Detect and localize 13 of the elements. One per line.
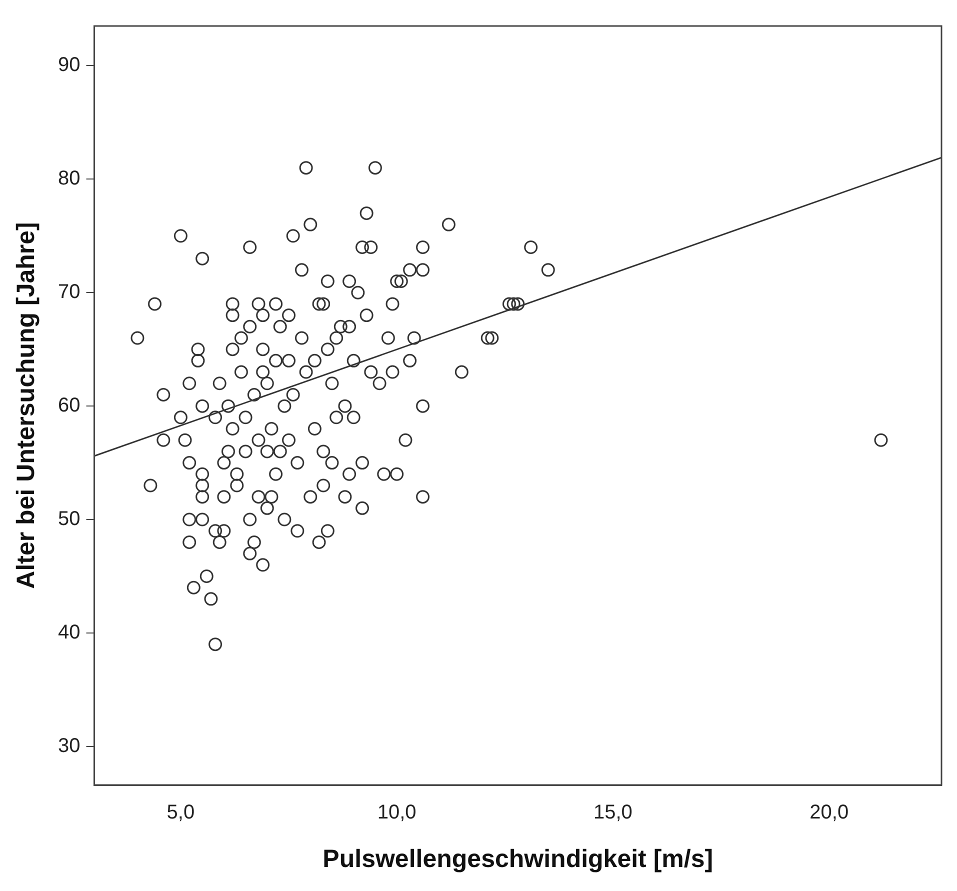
y-tick-label: 70 <box>58 281 80 304</box>
y-tick-label: 40 <box>58 621 80 644</box>
x-tick-label: 20,0 <box>810 802 849 824</box>
y-tick-label: 60 <box>58 394 80 417</box>
y-tick-label: 30 <box>58 734 80 757</box>
x-tick-label: 5,0 <box>166 802 195 824</box>
x-axis-title: Pulswellengeschwindigkeit [m/s] <box>322 844 714 873</box>
y-axis-title: Alter bei Untersuchung [Jahre] <box>12 222 40 589</box>
y-tick-label: 50 <box>58 508 80 530</box>
y-tick-label: 90 <box>58 54 80 76</box>
x-tick-label: 10,0 <box>377 802 416 824</box>
y-tick-label: 80 <box>58 168 80 190</box>
x-tick-label: 15,0 <box>594 802 632 824</box>
